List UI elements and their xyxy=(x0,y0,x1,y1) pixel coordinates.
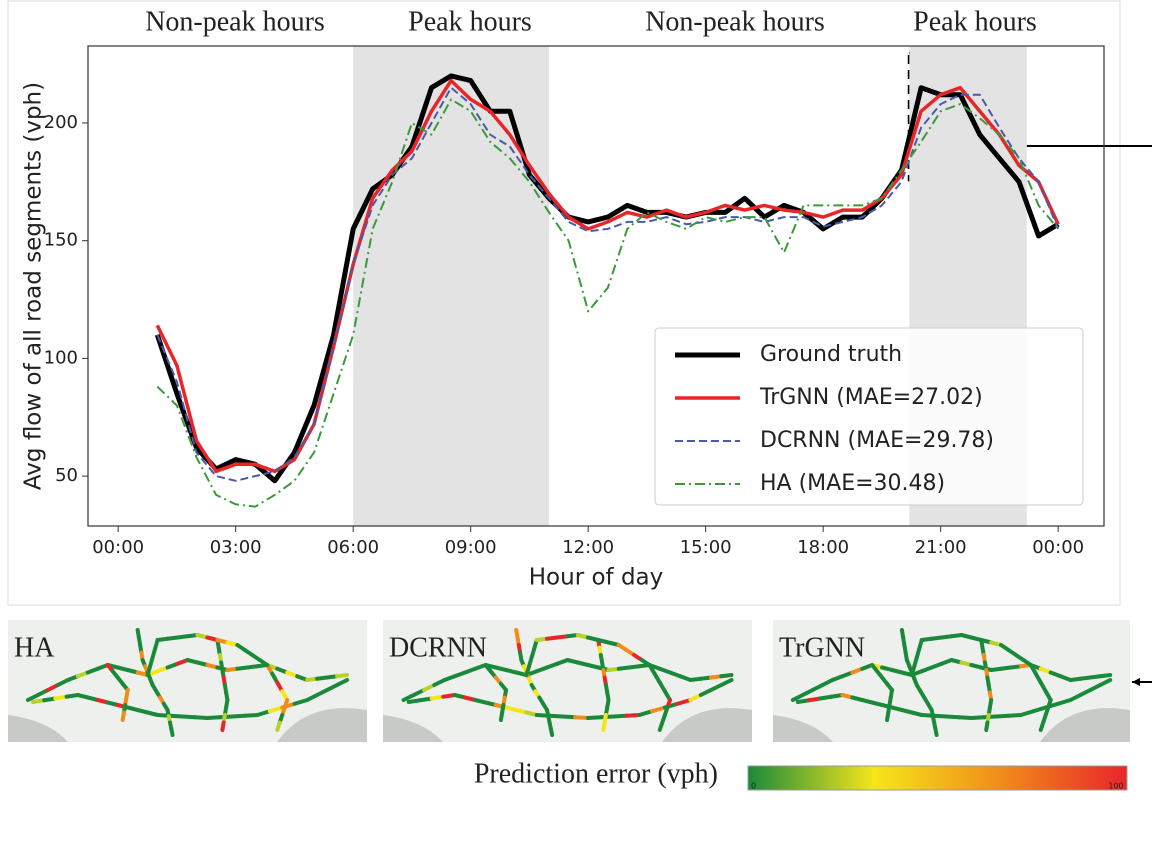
x-tick-label: 06:00 xyxy=(327,537,379,558)
colorbar-tick-label: 0 xyxy=(751,782,756,791)
road xyxy=(887,713,888,721)
y-tick-label: 150 xyxy=(44,230,78,251)
road xyxy=(501,713,502,721)
map-title: TrGNN xyxy=(779,632,865,663)
figure: Hour of day Avg flow of all road segment… xyxy=(0,0,1152,855)
x-axis-label: Hour of day xyxy=(529,565,664,591)
x-tick-label: 18:00 xyxy=(797,537,849,558)
y-tick-label: 50 xyxy=(55,465,78,486)
road xyxy=(123,713,124,721)
map-panel: TrGNN xyxy=(773,620,1130,742)
peak-region xyxy=(353,46,549,526)
x-tick-label: 21:00 xyxy=(915,537,967,558)
map-panel: DCRNN xyxy=(383,620,752,742)
y-axis-label: Avg flow of all road segments (vph) xyxy=(21,82,47,490)
region-label: Non-peak hours xyxy=(145,6,325,37)
colorbar xyxy=(748,766,1127,790)
colorbar-label: Prediction error (vph) xyxy=(474,758,718,789)
road xyxy=(986,723,987,731)
legend-label: Ground truth xyxy=(760,342,902,367)
road xyxy=(660,723,663,731)
road xyxy=(1100,675,1110,676)
road xyxy=(277,723,279,731)
map-title: HA xyxy=(14,632,55,663)
road xyxy=(222,723,223,731)
pointer-arrow xyxy=(1132,678,1140,686)
road xyxy=(603,723,604,731)
region-label: Peak hours xyxy=(408,6,532,37)
x-tick-label: 03:00 xyxy=(210,537,262,558)
x-tick-label: 00:00 xyxy=(1032,537,1084,558)
road xyxy=(171,729,172,735)
map-title: DCRNN xyxy=(389,632,487,663)
x-tick-label: 09:00 xyxy=(445,537,497,558)
y-tick-label: 200 xyxy=(44,112,78,133)
road xyxy=(1041,723,1043,731)
road xyxy=(721,675,731,676)
map-panel: HA xyxy=(8,620,367,742)
region-label: Peak hours xyxy=(913,6,1037,37)
road xyxy=(337,675,347,676)
x-tick-label: 12:00 xyxy=(562,537,614,558)
x-tick-label: 15:00 xyxy=(680,537,732,558)
region-label: Non-peak hours xyxy=(645,6,825,37)
colorbar-tick-label: 100 xyxy=(1108,782,1123,791)
y-tick-label: 100 xyxy=(44,347,78,368)
legend-label: DCRNN (MAE=29.78) xyxy=(760,428,994,453)
x-tick-label: 00:00 xyxy=(92,537,144,558)
legend-label: HA (MAE=30.48) xyxy=(760,471,945,496)
page: Hour of day Avg flow of all road segment… xyxy=(0,0,1152,855)
road xyxy=(551,729,552,735)
road xyxy=(935,729,936,735)
legend-label: TrGNN (MAE=27.02) xyxy=(759,385,983,410)
